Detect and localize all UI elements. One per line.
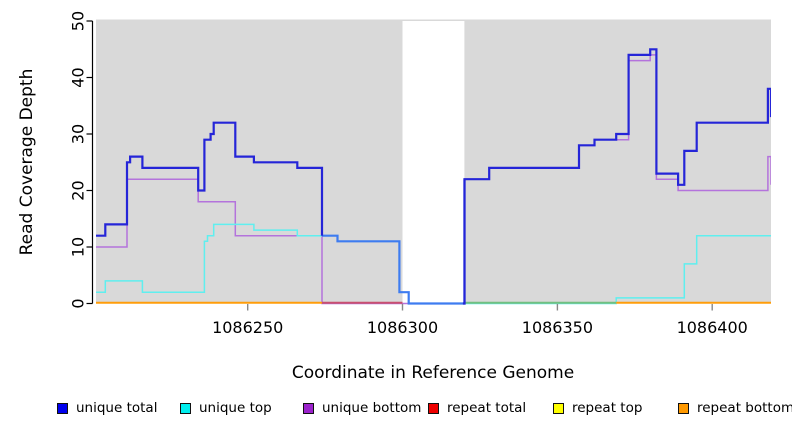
series-unique-total-bright bbox=[322, 179, 466, 305]
series-unique-top bbox=[96, 223, 771, 305]
y-tick-label: 30 bbox=[68, 124, 87, 144]
legend-label-repeat-bottom: repeat bottom bbox=[697, 400, 792, 416]
legend-label-repeat-top: repeat top bbox=[572, 400, 643, 416]
legend-label-repeat-total: repeat total bbox=[447, 400, 527, 416]
x-tick-label: 1086250 bbox=[212, 318, 283, 337]
y-tick-label: 0 bbox=[68, 298, 87, 308]
legend-label-unique-total: unique total bbox=[76, 400, 158, 416]
no-data-gap bbox=[402, 21, 465, 304]
legend-swatch-repeat-bottom bbox=[678, 403, 689, 414]
legend-swatch-repeat-total bbox=[428, 403, 439, 414]
series-unique-total-left bbox=[96, 121, 324, 237]
legend-swatch-unique-top bbox=[180, 403, 191, 414]
x-tick-label: 1086400 bbox=[677, 318, 748, 337]
legend-swatch-unique-bottom bbox=[303, 403, 314, 414]
y-axis-title: Read Coverage Depth bbox=[17, 68, 37, 256]
legend-label-unique-bottom: unique bottom bbox=[322, 400, 422, 416]
x-tick-label: 1086300 bbox=[367, 318, 438, 337]
y-tick-label: 40 bbox=[68, 67, 87, 87]
y-tick-label: 20 bbox=[68, 180, 87, 200]
x-axis-title: Coordinate in Reference Genome bbox=[291, 363, 575, 383]
legend: unique total unique top unique bottom repea… bbox=[0, 398, 792, 420]
legend-swatch-repeat-top bbox=[553, 403, 564, 414]
legend-label-unique-top: unique top bbox=[199, 400, 272, 416]
y-tick-label: 10 bbox=[68, 237, 87, 257]
series-unique-total-right bbox=[462, 48, 771, 305]
legend-swatch-unique-total bbox=[57, 403, 68, 414]
x-tick-label: 1086350 bbox=[522, 318, 593, 337]
y-tick-label: 50 bbox=[68, 11, 87, 31]
